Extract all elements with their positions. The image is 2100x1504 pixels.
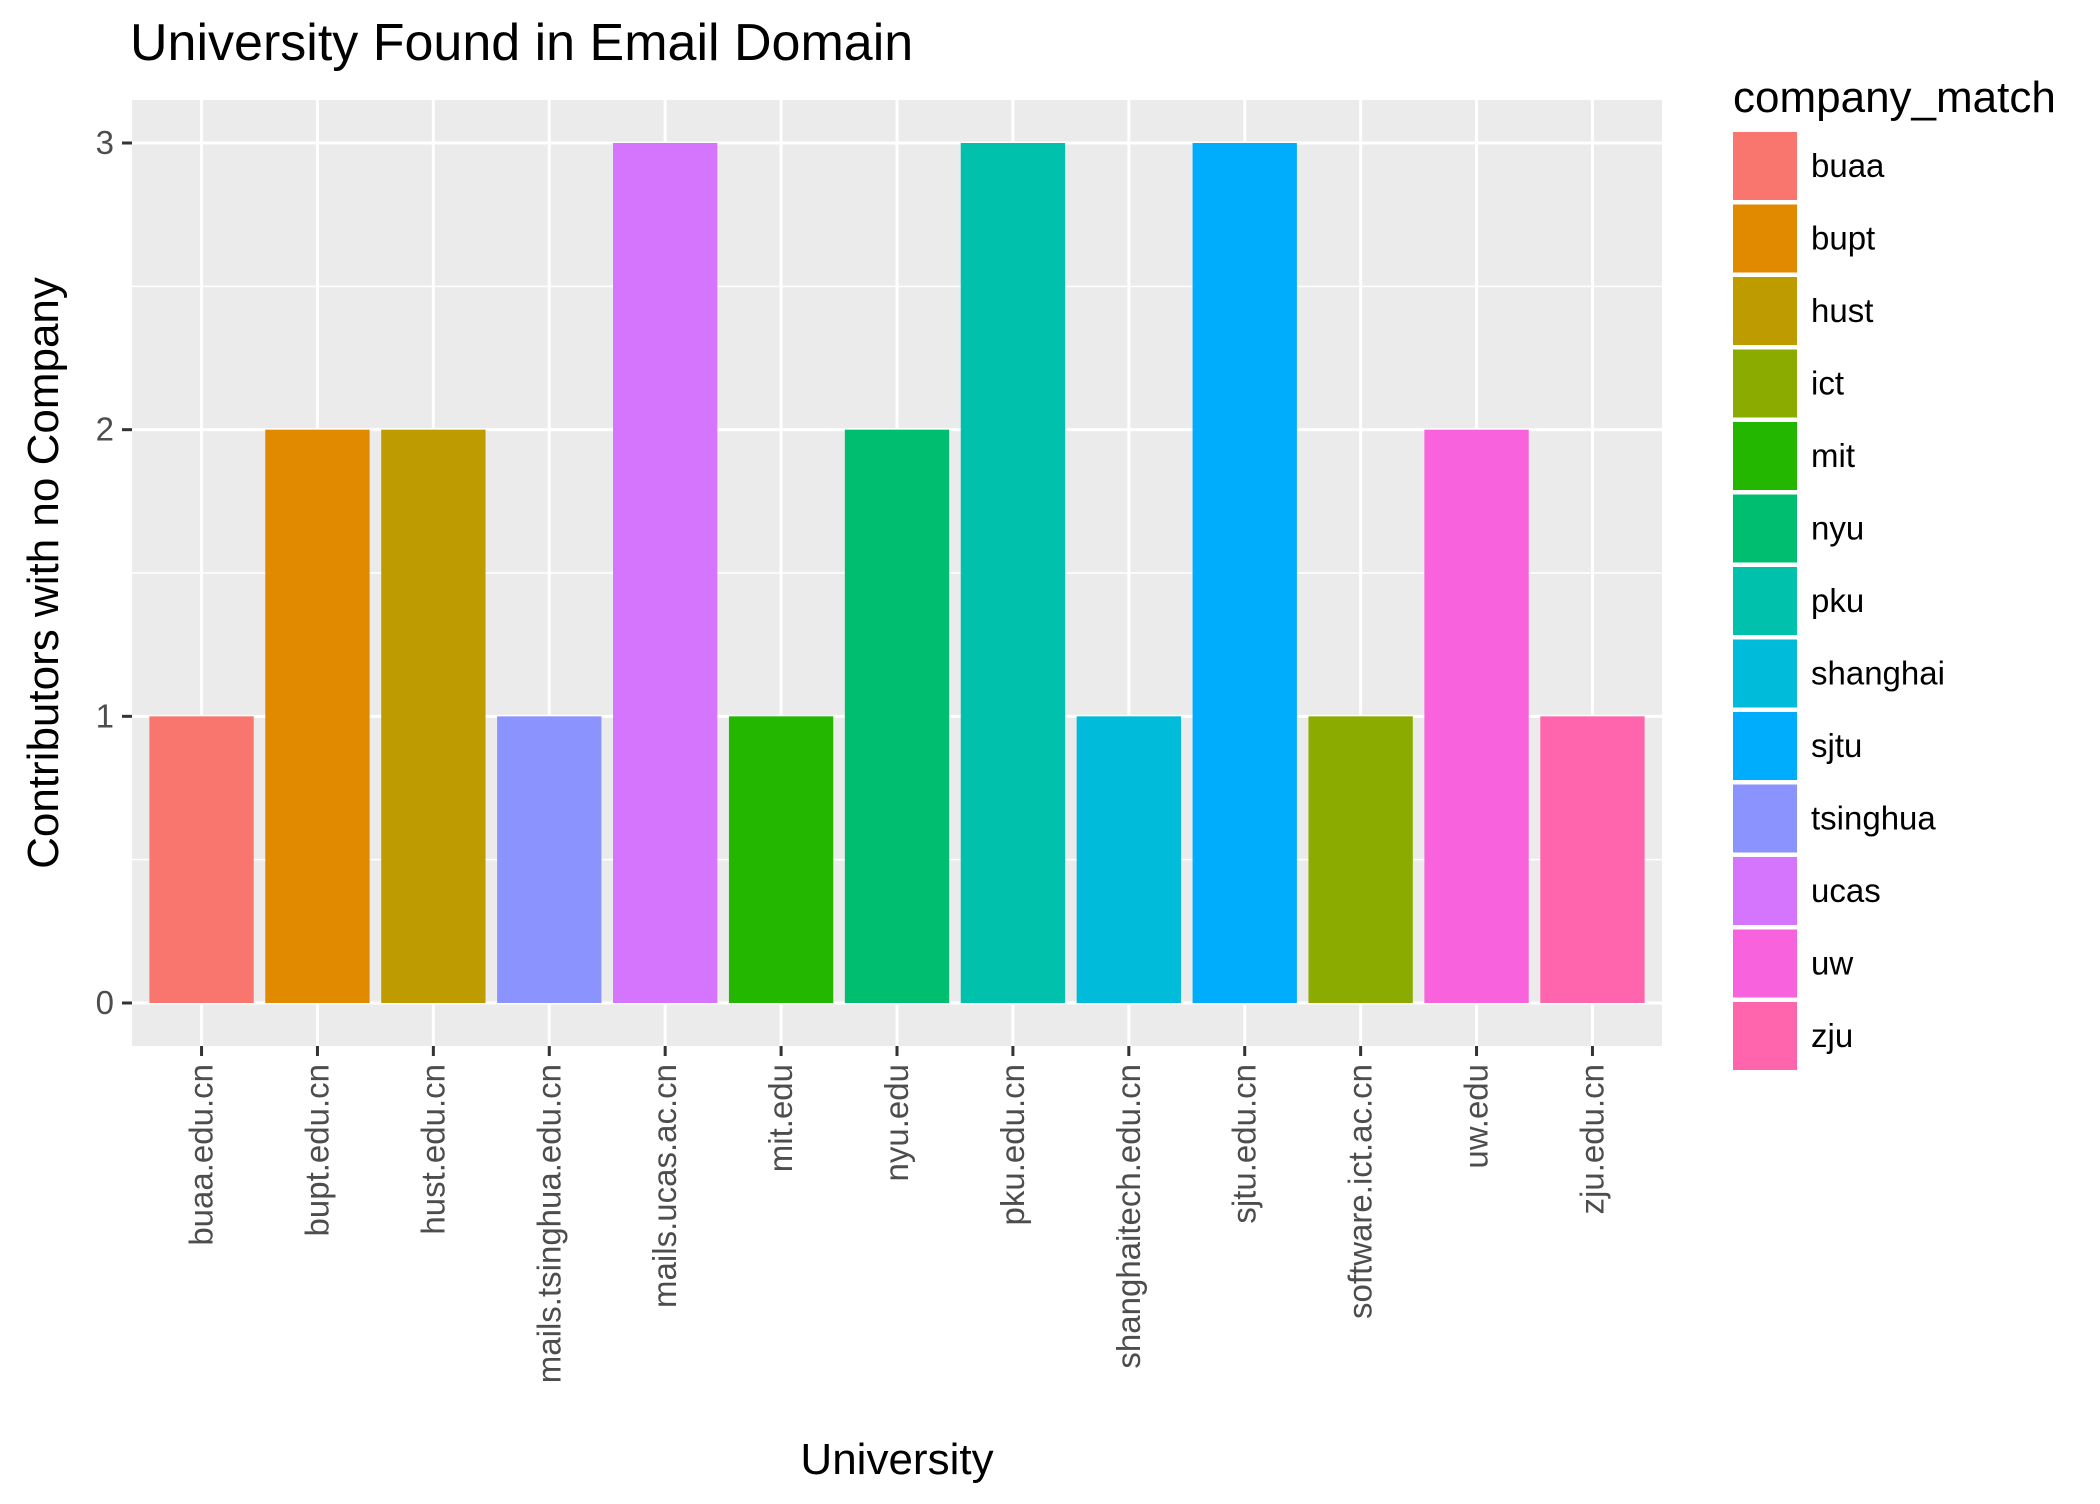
legend-key bbox=[1733, 132, 1797, 200]
x-axis-title: University bbox=[800, 1435, 993, 1484]
legend-key bbox=[1733, 349, 1797, 418]
legend-key bbox=[1733, 1002, 1797, 1070]
x-tick-label: sjtu.edu.cn bbox=[1226, 1064, 1263, 1224]
bar bbox=[1076, 716, 1181, 1003]
bar bbox=[960, 143, 1066, 1003]
x-tick-label: uw.edu bbox=[1458, 1064, 1495, 1169]
bar bbox=[381, 429, 486, 1004]
bar bbox=[1192, 143, 1297, 1003]
bar bbox=[1540, 716, 1645, 1003]
legend-label: shanghai bbox=[1811, 655, 1945, 692]
y-tick-label: 3 bbox=[96, 124, 114, 161]
legend-key bbox=[1733, 929, 1797, 998]
legend-key bbox=[1733, 494, 1797, 563]
legend: buaa bupt hust ict mit nyu pku shanghai sjtu tsin… bbox=[1733, 132, 1945, 1070]
x-tick-label: software.ict.ac.cn bbox=[1342, 1064, 1379, 1319]
legend-label: pku bbox=[1811, 582, 1864, 619]
bar bbox=[265, 429, 370, 1004]
legend-label: uw bbox=[1811, 945, 1853, 982]
legend-label: bupt bbox=[1811, 220, 1875, 257]
legend-label: buaa bbox=[1811, 147, 1885, 184]
x-axis: buaa.edu.cn bupt.edu.cn hust.edu.cn mails.t… bbox=[183, 1046, 1610, 1383]
x-tick-label: nyu.edu bbox=[878, 1064, 915, 1181]
y-axis: 0 1 2 3 bbox=[96, 124, 132, 1021]
legend-label: zju bbox=[1811, 1017, 1853, 1054]
x-tick-label: mit.edu bbox=[762, 1064, 799, 1172]
x-tick-label: hust.edu.cn bbox=[414, 1064, 451, 1235]
bars bbox=[149, 143, 1645, 1004]
legend-label: tsinghua bbox=[1811, 800, 1936, 837]
y-tick-label: 2 bbox=[96, 411, 114, 448]
x-tick-label: buaa.edu.cn bbox=[183, 1064, 220, 1246]
legend-label: mit bbox=[1811, 437, 1855, 474]
legend-title: company_match bbox=[1733, 73, 2056, 122]
legend-label: sjtu bbox=[1811, 727, 1862, 764]
bar bbox=[728, 716, 834, 1003]
legend-key bbox=[1733, 639, 1797, 708]
x-tick-label: shanghaitech.edu.cn bbox=[1110, 1064, 1147, 1369]
legend-label: ucas bbox=[1811, 872, 1881, 909]
y-tick-label: 1 bbox=[96, 697, 114, 734]
x-tick-label: zju.edu.cn bbox=[1573, 1064, 1610, 1214]
bar bbox=[149, 716, 254, 1003]
chart-title: University Found in Email Domain bbox=[130, 14, 913, 72]
legend-key bbox=[1733, 712, 1797, 780]
bar bbox=[497, 716, 602, 1003]
legend-label: nyu bbox=[1811, 510, 1864, 547]
y-axis-title: Contributors with no Company bbox=[19, 277, 68, 869]
bar bbox=[844, 429, 950, 1004]
legend-label: ict bbox=[1811, 365, 1844, 402]
bar bbox=[613, 143, 718, 1003]
legend-key bbox=[1733, 422, 1797, 490]
legend-key bbox=[1733, 204, 1797, 273]
legend-label: hust bbox=[1811, 292, 1873, 329]
x-tick-label: mails.ucas.ac.cn bbox=[646, 1064, 683, 1308]
bar bbox=[1308, 716, 1413, 1003]
y-tick-label: 0 bbox=[96, 984, 114, 1021]
x-tick-label: bupt.edu.cn bbox=[298, 1064, 335, 1236]
x-tick-label: mails.tsinghua.edu.cn bbox=[530, 1064, 567, 1383]
x-tick-label: pku.edu.cn bbox=[994, 1064, 1031, 1225]
legend-key bbox=[1733, 277, 1797, 345]
legend-key bbox=[1733, 567, 1797, 635]
bar bbox=[1424, 429, 1529, 1004]
legend-key bbox=[1733, 784, 1797, 853]
legend-key bbox=[1733, 857, 1797, 925]
